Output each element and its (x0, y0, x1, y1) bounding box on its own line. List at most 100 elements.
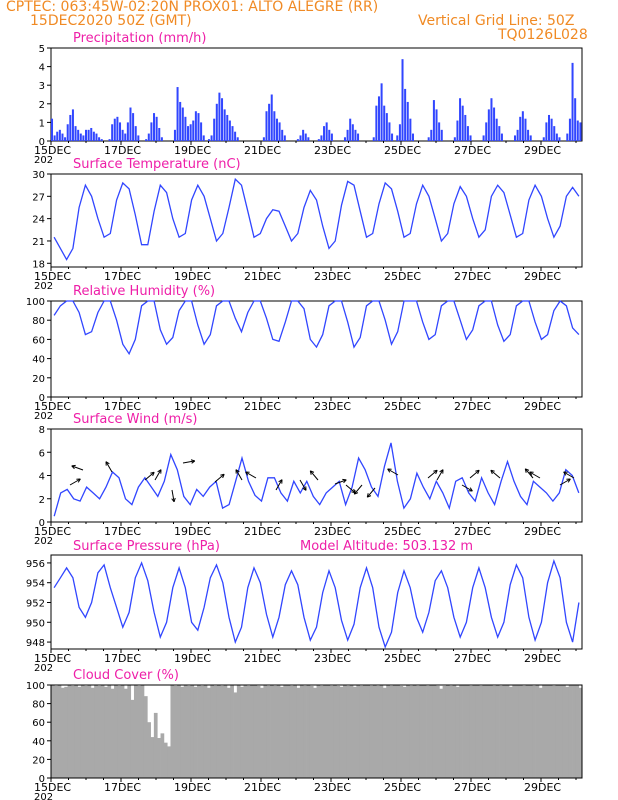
precip-bar (223, 109, 226, 141)
y-tick-label: 4 (39, 63, 45, 74)
y-tick-label: 100 (26, 681, 45, 692)
cloud-bar (542, 685, 546, 778)
wind-arrow (490, 469, 501, 479)
precip-bar (555, 133, 558, 141)
cloud-bar (502, 685, 507, 778)
cloud-bar (170, 685, 175, 778)
cloud-bar (558, 685, 563, 778)
cloud-bar (303, 685, 307, 778)
wind-arrow-head (439, 469, 444, 474)
cloud-bar (572, 685, 576, 778)
cloud-bar (479, 685, 483, 778)
wind-arrow-head (433, 469, 438, 475)
cloud-bar (512, 685, 517, 778)
precip-bar (176, 87, 179, 141)
wind-arrow-head (76, 478, 81, 483)
cloud-bar (422, 685, 427, 778)
cloud-bar (432, 685, 437, 778)
cloud-bar (505, 685, 510, 778)
x-tick-label: 19DEC (174, 270, 211, 283)
precip-bar (181, 107, 184, 141)
wind-arrow (559, 478, 571, 486)
wind-arrow-head (524, 468, 530, 473)
cloud-bar (233, 692, 238, 778)
precip-bar (317, 139, 320, 141)
cloud-bar (266, 685, 271, 778)
wind-arrow (436, 469, 444, 481)
x-tick-label: 19DEC (174, 652, 211, 665)
cloud-bar (386, 685, 390, 778)
precip-bar (150, 122, 153, 141)
precip-bar (547, 114, 551, 141)
cloud-bar (389, 685, 394, 778)
precip-bar (440, 129, 443, 141)
y-tick-label: 0 (39, 137, 45, 148)
y-tick-label: 6 (39, 448, 45, 459)
precip-bar (194, 111, 197, 141)
header-grid-note: Vertical Grid Line: 50Z (418, 13, 575, 29)
cloud-bar (74, 685, 78, 778)
cloud-bar (409, 685, 414, 778)
precip-bar (87, 129, 90, 141)
panel-title: Surface Wind (m/s) (73, 412, 197, 427)
wind-arrow-head (157, 469, 162, 474)
y-tick-label: 20 (32, 374, 45, 385)
cloud-bar (545, 685, 550, 778)
cloud-bar (230, 685, 234, 778)
x-tick-label: 25DEC (384, 652, 421, 665)
header-date: 15DEC2020 50Z (GMT) (30, 13, 192, 29)
cloud-bar (253, 685, 258, 778)
cloud-bar (562, 685, 566, 778)
cloud-bar (359, 685, 364, 778)
wind-arrow-head (190, 459, 196, 464)
cloud-bar (475, 685, 480, 778)
wind-arrow-head (278, 479, 283, 484)
cloud-bar (143, 696, 148, 778)
panel-6: Cloud Cover (%) 0 20 40 60 80 100 15DEC 17DEC 19D… (26, 668, 583, 800)
wind-arrow (299, 479, 307, 491)
wind-arrow (105, 461, 113, 473)
cloud-bar (133, 685, 138, 778)
cloud-bar (336, 685, 341, 778)
cloud-bar (286, 685, 291, 778)
x-tick-label: 17DEC (104, 270, 141, 283)
precip-bar (391, 133, 394, 141)
precip-bar (566, 133, 569, 141)
x-tick-label: 15DEC (34, 781, 71, 794)
x-tick-label: 21DEC (244, 144, 281, 157)
wind-arrow-head (309, 470, 315, 475)
y-tick-label: 948 (26, 638, 45, 649)
cloud-bar (333, 685, 337, 778)
wind-arrow (353, 484, 363, 495)
x-tick-label: 23DEC (314, 270, 351, 283)
cloud-bar (522, 685, 526, 778)
x-sub-label: 202 (34, 411, 53, 422)
cloud-bar (210, 685, 215, 778)
x-tick-label: 17DEC (104, 400, 141, 413)
precip-bar (82, 135, 85, 141)
header-station: CPTEC: 063:45W-02:20N PROX01: ALTO ALEGR… (6, 0, 379, 15)
precip-bar (380, 83, 383, 141)
precip-bar (385, 113, 388, 141)
cloud-bar (283, 685, 288, 778)
precip-bar (268, 103, 271, 141)
precip-bar (137, 135, 140, 141)
precip-bar (401, 59, 404, 141)
precip-bar (490, 98, 493, 141)
precip-bar (200, 122, 203, 141)
cloud-bar (376, 685, 380, 778)
precip-bar (202, 135, 205, 141)
precip-bar (92, 131, 95, 141)
x-sub-label: 202 (34, 792, 53, 800)
cloud-bar (489, 685, 493, 778)
wind-arrow-head (171, 497, 176, 503)
wind-arrow (154, 469, 162, 481)
precip-bar (550, 118, 553, 141)
x-tick-label: 19DEC (174, 144, 211, 157)
x-tick-label: 17DEC (104, 652, 141, 665)
wind-arrow-head (105, 461, 110, 466)
cloud-bar (528, 685, 533, 778)
x-tick-label: 21DEC (244, 652, 281, 665)
precip-bar (456, 120, 459, 141)
precip-bar (69, 114, 72, 141)
